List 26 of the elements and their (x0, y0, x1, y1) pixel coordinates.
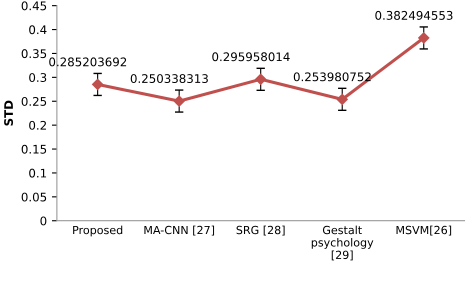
x-tick-label: SRG [28] (236, 226, 285, 236)
data-label: 0.285203692 (49, 57, 126, 66)
y-tick-label: 0.4 (29, 25, 46, 34)
data-label: 0.382494553 (375, 10, 452, 20)
data-label: 0.250338313 (130, 74, 208, 84)
data-label: 0.295958014 (212, 52, 290, 62)
y-tick-label: 0.1 (29, 168, 46, 178)
y-tick-label: 0 (40, 216, 46, 226)
point (418, 32, 430, 44)
data-label: 0.253980752 (294, 72, 371, 82)
y-tick-label: 0.05 (22, 192, 46, 202)
y-tick-label: 0.2 (29, 120, 46, 130)
x-tick-label: MSVM[26] (396, 226, 452, 236)
y-tick-label: 0.15 (22, 144, 46, 154)
x-tick-label: Gestalt psychology [29] (312, 226, 374, 260)
y-tick-label: 0.25 (22, 96, 46, 106)
x-tick-label: Proposed (73, 226, 122, 236)
y-axis-title: STD (4, 100, 14, 126)
point (255, 74, 266, 85)
x-tick-label: MA-CNN [27] (144, 226, 214, 236)
point (174, 95, 185, 107)
y-tick-label: 0.3 (29, 73, 46, 82)
y-tick-label: 0.45 (22, 1, 46, 10)
point (92, 78, 104, 90)
point (336, 94, 348, 105)
y-tick-label: 0.35 (22, 49, 46, 58)
